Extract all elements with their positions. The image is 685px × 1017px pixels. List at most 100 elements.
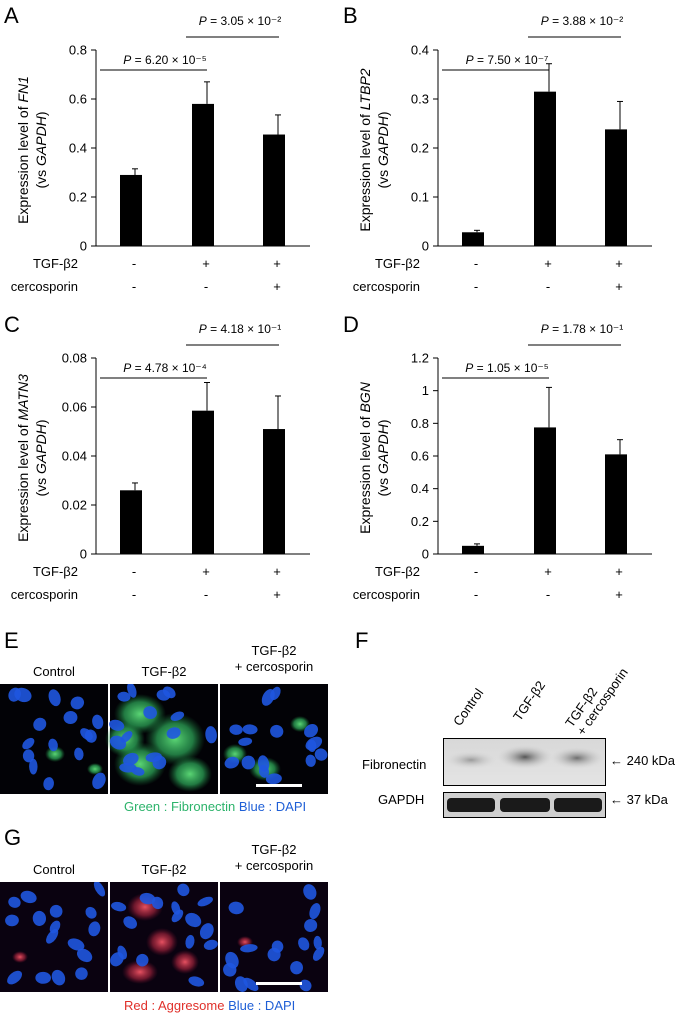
nucleus [197,896,213,907]
bar-tgf-2-cercosporin [263,134,285,246]
nucleus [185,912,202,928]
panel-g-label-tgf-cerco: TGF-β2 + cercosporin [234,842,314,873]
panel-letter-g: G [4,825,22,850]
nucleus [48,738,58,752]
wb-lane-control: Control [450,685,487,729]
y-tick-label: 0.06 [62,400,87,415]
nucleus [88,921,101,937]
nucleus [228,901,244,915]
nucleus [5,914,19,927]
treatment-mark: - [132,256,136,271]
y-axis-label: Expression level of LTBP2(vs GAPDH) [357,68,391,231]
scale-bar [256,784,302,787]
nucleus [199,923,214,940]
nucleus [7,970,22,985]
stain-signal [12,951,28,963]
nucleus [170,711,185,721]
p-value-1: P = 1.05 × 10⁻⁵ [465,361,548,375]
nucleus [156,689,171,701]
nucleus [240,944,258,953]
nucleus [22,749,35,763]
panel-g-caption: Red : Aggresome Blue : DAPI [124,998,295,1013]
y-tick-label: 0.2 [69,190,87,205]
stain-signal [171,950,199,974]
treatment-mark: - [204,587,208,602]
y-tick-label: 0.4 [411,43,429,58]
nucleus [123,916,137,929]
nucleus [67,938,85,951]
nucleus [177,883,190,897]
nucleus [92,714,104,730]
bar-chart-matn3: 0 0.02 0.04 0.06 0.08 Expression level of MAT… [11,322,310,602]
nucleus [8,687,21,702]
wb-label-fibronectin: Fibronectin [362,757,427,772]
bar-tgf-2 [192,410,214,554]
wb-band-gapdh-tgf-cerco [554,798,602,812]
panel-g-label-control: Control [33,862,75,877]
bar-chart-fn1: 0 0.2 0.4 0.6 0.8 Expression level of FN1(vs … [11,14,310,294]
wb-band-fibronectin-control [445,751,497,769]
nucleus [290,960,303,975]
treatment-mark: - [132,564,136,579]
y-tick-label: 0.04 [62,449,87,464]
nucleus [80,728,93,741]
caption-blue-dapi: Blue : DAPI [228,998,296,1013]
wb-band-fibronectin-tgf-cerco [550,747,604,769]
p-value-2: P = 3.88 × 10⁻² [541,14,623,28]
treatment-row-label: TGF-β2 [375,256,420,271]
y-tick-label: 1 [422,383,429,398]
treatment-mark: + [273,279,281,294]
panel-letter-c: C [4,312,20,337]
nucleus [131,767,145,776]
treatment-mark: - [132,279,136,294]
nucleus [29,758,38,775]
nucleus [127,684,137,698]
y-tick-label: 0.2 [411,141,429,156]
treatment-mark: - [546,279,550,294]
nucleus [75,967,88,980]
nucleus [8,896,21,908]
nucleus [203,939,218,950]
treatment-mark: + [544,564,552,579]
panel-letter-f: F [355,628,369,653]
nucleus [241,755,256,770]
p-value-2: P = 1.78 × 10⁻¹ [541,322,623,336]
panel-letter-b: B [343,3,358,28]
nucleus [46,929,59,944]
nucleus [48,689,61,707]
treatment-mark: - [474,587,478,602]
y-tick-label: 0.8 [411,416,429,431]
treatment-mark: + [615,279,623,294]
treatment-mark: - [204,279,208,294]
nucleus [303,884,317,900]
bar-tgf-2 [534,91,556,247]
nucleus [205,726,217,744]
nucleus [110,952,124,967]
nucleus [304,918,318,932]
treatment-row-label: cercosporin [11,587,78,602]
treatment-row-label: cercosporin [353,279,420,294]
nucleus [120,731,133,743]
stain-signal [146,928,178,956]
y-tick-label: 0.6 [69,92,87,107]
nucleus [151,896,164,910]
y-tick-label: 0.3 [411,92,429,107]
bar-chart-ltbp2: 0 0.1 0.2 0.3 0.4 Expression level of LTBP2(v… [353,14,652,294]
y-tick-label: 0.02 [62,498,87,513]
nucleus [35,971,51,984]
treatment-mark: - [132,587,136,602]
nucleus [70,696,85,710]
treatment-mark: + [202,256,210,271]
y-axis-label: Expression level of FN1(vs GAPDH) [15,76,49,224]
treatment-mark: + [615,587,623,602]
wb-band-gapdh-control [447,798,495,812]
nucleus [242,724,258,735]
y-tick-label: 0.8 [69,43,87,58]
aggresome-fluorescence-images [0,882,328,992]
bar-control [120,490,142,554]
wb-label-gapdh: GAPDH [378,792,425,807]
y-tick-label: 1.2 [411,351,429,366]
bar-tgf-2-cercosporin [263,429,285,554]
bar-control [462,545,484,554]
panel-e-label-control: Control [33,664,75,679]
